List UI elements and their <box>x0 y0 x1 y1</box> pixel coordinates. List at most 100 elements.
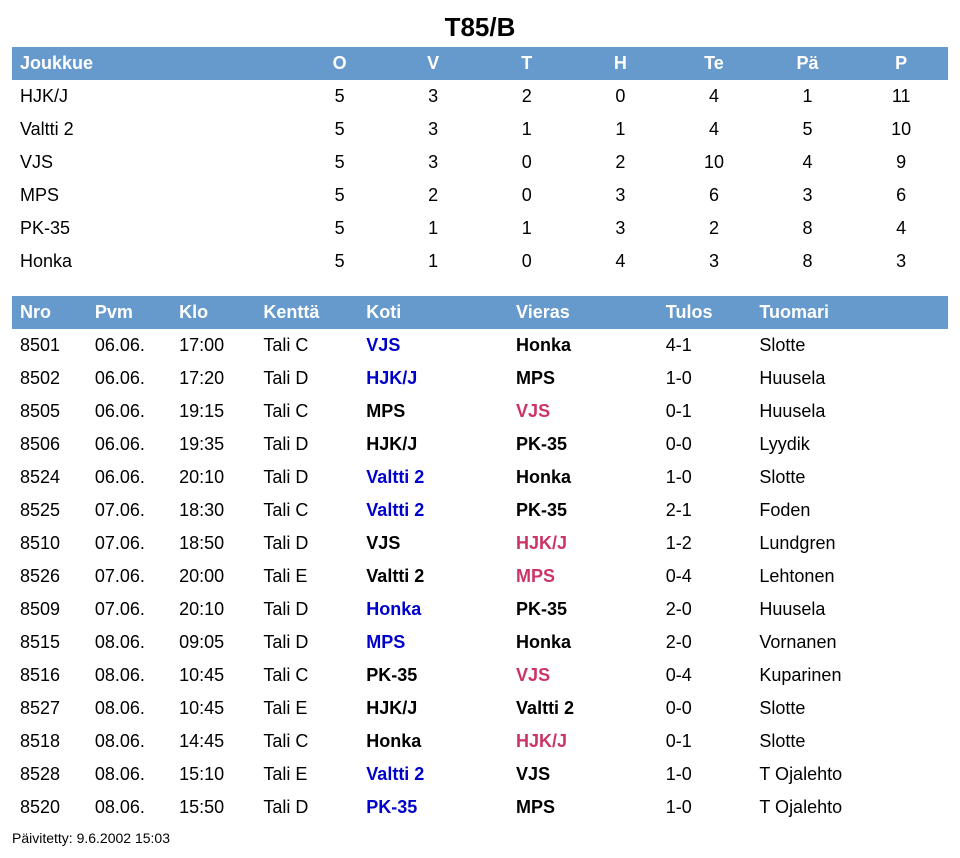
fixture-klo: 20:10 <box>171 593 255 626</box>
fixture-kentta: Tali D <box>255 428 358 461</box>
fixture-kentta: Tali D <box>255 527 358 560</box>
fixture-vieras[interactable]: MPS <box>508 560 658 593</box>
fixture-koti[interactable]: HJK/J <box>358 362 508 395</box>
fixture-pvm: 06.06. <box>87 461 171 494</box>
fixture-kentta: Tali D <box>255 593 358 626</box>
fixture-koti[interactable]: Honka <box>358 593 508 626</box>
footer-updated: Päivitetty: 9.6.2002 15:03 <box>12 830 948 846</box>
fixture-koti[interactable]: HJK/J <box>358 428 508 461</box>
fixture-nro: 8501 <box>12 329 87 362</box>
fixture-koti[interactable]: VJS <box>358 329 508 362</box>
fixture-vieras[interactable]: VJS <box>508 659 658 692</box>
fixture-row: 851808.06.14:45Tali CHonkaHJK/J0-1Slotte <box>12 725 948 758</box>
standings-val: 2 <box>667 212 761 245</box>
fixture-koti[interactable]: Valtti 2 <box>358 461 508 494</box>
fixture-vieras[interactable]: MPS <box>508 791 658 824</box>
fixture-koti[interactable]: Honka <box>358 725 508 758</box>
standings-val: 3 <box>574 179 668 212</box>
fixture-vieras[interactable]: Valtti 2 <box>508 692 658 725</box>
fixture-nro: 8527 <box>12 692 87 725</box>
standings-val: 5 <box>293 212 387 245</box>
fixture-nro: 8505 <box>12 395 87 428</box>
standings-val: 2 <box>480 80 574 113</box>
fixture-vieras[interactable]: HJK/J <box>508 725 658 758</box>
fixture-vieras[interactable]: VJS <box>508 395 658 428</box>
standings-team: HJK/J <box>12 80 293 113</box>
fixture-nro: 8506 <box>12 428 87 461</box>
standings-val: 5 <box>293 179 387 212</box>
fixture-klo: 10:45 <box>171 659 255 692</box>
fixture-vieras[interactable]: Honka <box>508 626 658 659</box>
standings-val: 9 <box>854 146 948 179</box>
standings-val: 1 <box>480 212 574 245</box>
standings-table: JoukkueOVTHTePäPHJK/J53204111Valtti 2531… <box>12 47 948 278</box>
fixture-klo: 20:10 <box>171 461 255 494</box>
fixture-tulos: 0-0 <box>658 692 752 725</box>
fixture-row: 851508.06.09:05Tali DMPSHonka2-0Vornanen <box>12 626 948 659</box>
fixture-klo: 20:00 <box>171 560 255 593</box>
fixtures-col-nro: Nro <box>12 296 87 329</box>
fixture-koti[interactable]: Valtti 2 <box>358 494 508 527</box>
fixture-klo: 19:15 <box>171 395 255 428</box>
fixture-koti[interactable]: Valtti 2 <box>358 758 508 791</box>
fixture-row: 852607.06.20:00Tali EValtti 2MPS0-4Lehto… <box>12 560 948 593</box>
fixture-koti[interactable]: PK-35 <box>358 659 508 692</box>
fixture-tulos: 0-4 <box>658 560 752 593</box>
fixture-tulos: 0-1 <box>658 725 752 758</box>
fixture-vieras[interactable]: VJS <box>508 758 658 791</box>
fixture-kentta: Tali C <box>255 494 358 527</box>
fixture-koti[interactable]: MPS <box>358 626 508 659</box>
standings-val: 3 <box>386 146 480 179</box>
fixture-kentta: Tali D <box>255 461 358 494</box>
standings-row: VJS53021049 <box>12 146 948 179</box>
standings-val: 0 <box>480 179 574 212</box>
fixture-kentta: Tali C <box>255 329 358 362</box>
fixture-vieras[interactable]: PK-35 <box>508 593 658 626</box>
fixture-pvm: 06.06. <box>87 395 171 428</box>
fixture-koti[interactable]: Valtti 2 <box>358 560 508 593</box>
standings-val: 1 <box>386 245 480 278</box>
fixture-nro: 8518 <box>12 725 87 758</box>
fixture-vieras[interactable]: MPS <box>508 362 658 395</box>
fixture-vieras[interactable]: HJK/J <box>508 527 658 560</box>
fixture-koti[interactable]: PK-35 <box>358 791 508 824</box>
fixture-tuomari: Huusela <box>751 362 948 395</box>
fixture-tuomari: Slotte <box>751 461 948 494</box>
fixture-tulos: 1-2 <box>658 527 752 560</box>
fixture-klo: 17:00 <box>171 329 255 362</box>
fixture-vieras[interactable]: PK-35 <box>508 428 658 461</box>
standings-team: VJS <box>12 146 293 179</box>
fixtures-col-tuomari: Tuomari <box>751 296 948 329</box>
fixture-koti[interactable]: VJS <box>358 527 508 560</box>
fixture-kentta: Tali C <box>255 725 358 758</box>
fixture-nro: 8509 <box>12 593 87 626</box>
fixture-nro: 8502 <box>12 362 87 395</box>
standings-val: 10 <box>667 146 761 179</box>
standings-val: 3 <box>386 113 480 146</box>
fixtures-table: NroPvmKloKenttäKotiVierasTulosTuomari850… <box>12 296 948 824</box>
fixture-nro: 8520 <box>12 791 87 824</box>
standings-col-pä: Pä <box>761 47 855 80</box>
standings-team: MPS <box>12 179 293 212</box>
fixture-tulos: 1-0 <box>658 791 752 824</box>
fixture-vieras[interactable]: Honka <box>508 329 658 362</box>
fixture-nro: 8516 <box>12 659 87 692</box>
standings-val: 4 <box>854 212 948 245</box>
standings-val: 3 <box>854 245 948 278</box>
fixture-kentta: Tali E <box>255 758 358 791</box>
fixture-koti[interactable]: HJK/J <box>358 692 508 725</box>
fixture-koti[interactable]: MPS <box>358 395 508 428</box>
fixture-tulos: 2-0 <box>658 593 752 626</box>
fixture-pvm: 06.06. <box>87 362 171 395</box>
standings-val: 3 <box>574 212 668 245</box>
fixture-row: 852507.06.18:30Tali CValtti 2PK-352-1Fod… <box>12 494 948 527</box>
standings-val: 1 <box>761 80 855 113</box>
standings-val: 1 <box>480 113 574 146</box>
fixture-tuomari: Huusela <box>751 395 948 428</box>
standings-row: Honka5104383 <box>12 245 948 278</box>
fixture-row: 850106.06.17:00Tali CVJSHonka4-1Slotte <box>12 329 948 362</box>
fixture-vieras[interactable]: Honka <box>508 461 658 494</box>
fixture-vieras[interactable]: PK-35 <box>508 494 658 527</box>
fixture-nro: 8515 <box>12 626 87 659</box>
fixture-kentta: Tali D <box>255 791 358 824</box>
